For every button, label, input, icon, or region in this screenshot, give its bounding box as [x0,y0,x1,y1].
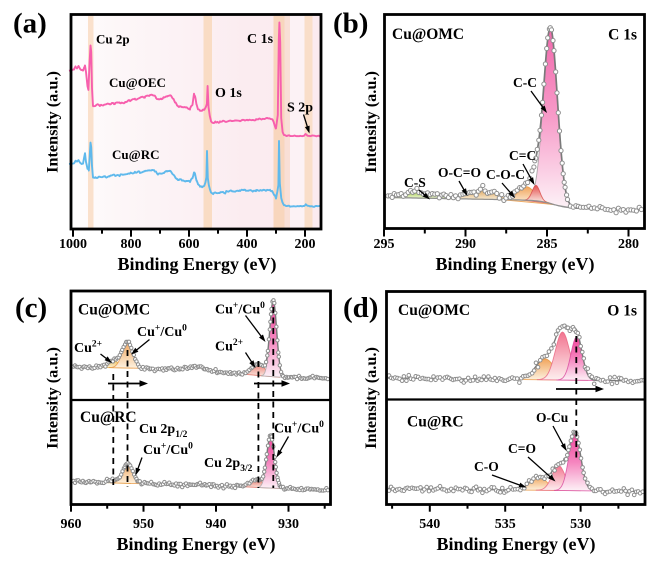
svg-text:C 1s: C 1s [247,32,274,47]
svg-text:Cu@RC: Cu@RC [112,147,160,162]
svg-text:Cu@RC: Cu@RC [80,409,137,426]
svg-text:285: 285 [537,237,558,252]
svg-text:Intensity (a.u.): Intensity (a.u.) [43,71,62,173]
svg-text:C-C: C-C [513,75,537,90]
svg-text:Cu@OMC: Cu@OMC [392,26,464,43]
svg-text:200: 200 [295,237,316,252]
svg-text:Intensity (a.u.): Intensity (a.u.) [43,347,62,449]
svg-text:Cu+/Cu0: Cu+/Cu0 [274,420,324,437]
svg-text:Binding Energy (eV): Binding Energy (eV) [435,254,594,275]
svg-text:930: 930 [278,517,299,532]
svg-text:O 1s: O 1s [215,86,242,101]
svg-text:800: 800 [121,237,142,252]
svg-text:Binding Energy (eV): Binding Energy (eV) [116,534,275,555]
svg-text:Cu@OMC: Cu@OMC [78,302,150,319]
svg-text:Intensity (a.u.): Intensity (a.u.) [361,347,380,449]
svg-text:Cu@OMC: Cu@OMC [398,302,470,319]
svg-text:S 2p: S 2p [287,101,313,116]
svg-text:(d): (d) [343,292,378,324]
svg-text:O-Cu: O-Cu [536,410,569,425]
svg-text:535: 535 [495,517,516,532]
svg-text:Cu+/Cu0: Cu+/Cu0 [215,301,265,318]
svg-text:1000: 1000 [59,237,87,252]
svg-text:Cu@RC: Cu@RC [407,414,464,431]
svg-text:(c): (c) [15,292,47,324]
svg-text:Cu@OEC: Cu@OEC [109,75,166,90]
svg-text:Intensity (a.u.): Intensity (a.u.) [361,71,380,173]
svg-text:O-C=O: O-C=O [438,165,481,180]
svg-text:Cu 2p: Cu 2p [96,32,130,47]
svg-text:280: 280 [618,237,639,252]
svg-text:C-O-C: C-O-C [486,167,525,182]
svg-text:400: 400 [237,237,258,252]
svg-text:C-O: C-O [474,459,499,474]
svg-text:Binding Energy (eV): Binding Energy (eV) [436,534,595,555]
svg-text:Cu+/Cu0: Cu+/Cu0 [143,442,193,459]
svg-text:(a): (a) [13,8,47,40]
svg-text:C=C: C=C [509,148,536,163]
svg-text:C-S: C-S [404,175,426,190]
svg-text:C 1s: C 1s [608,27,637,44]
svg-text:(b): (b) [333,8,368,40]
svg-text:540: 540 [419,517,440,532]
svg-text:960: 960 [61,517,82,532]
svg-text:Cu+/Cu0: Cu+/Cu0 [137,324,187,341]
svg-text:600: 600 [179,237,200,252]
svg-text:530: 530 [570,517,591,532]
svg-text:940: 940 [206,517,227,532]
svg-text:295: 295 [374,237,395,252]
svg-text:Binding Energy (eV): Binding Energy (eV) [117,254,276,275]
svg-text:O 1s: O 1s [607,303,637,320]
svg-text:C=O: C=O [508,441,536,456]
svg-text:950: 950 [133,517,154,532]
svg-text:290: 290 [455,237,476,252]
